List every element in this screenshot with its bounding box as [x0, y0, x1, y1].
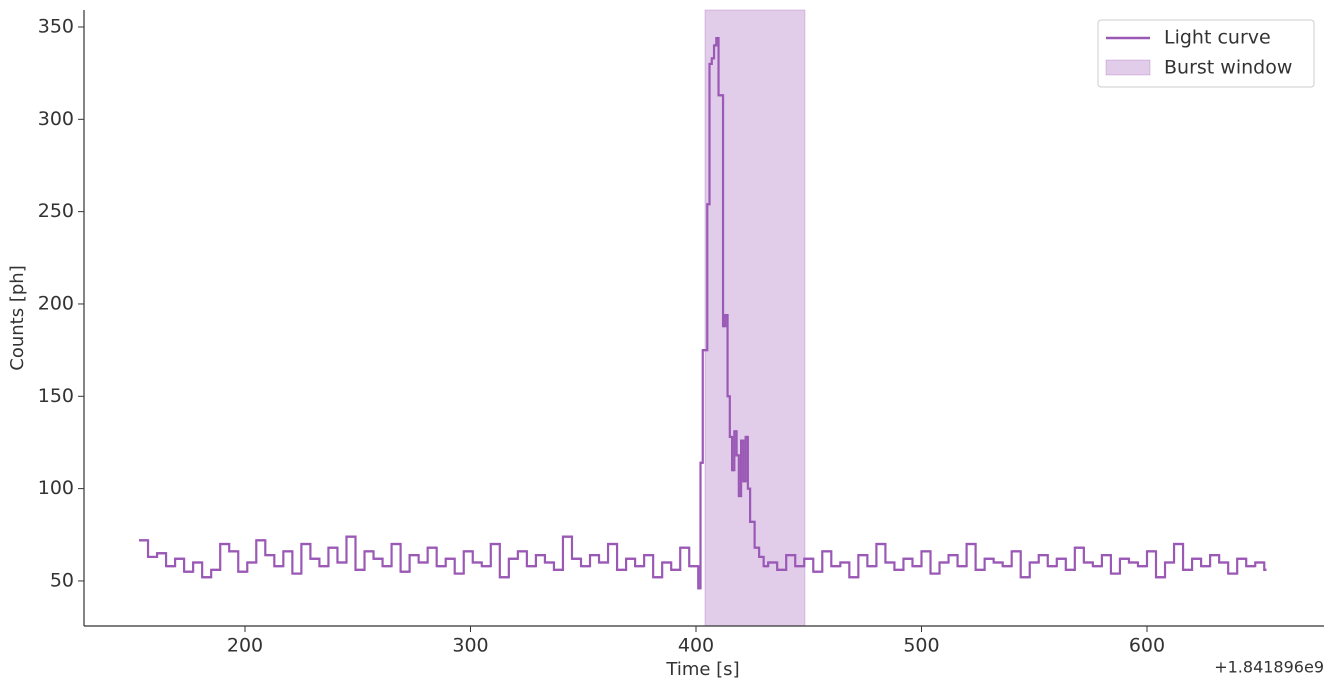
y-axis-label: Counts [ph]	[7, 265, 28, 370]
x-tick-label: 600	[1129, 635, 1165, 657]
legend-patch	[1105, 59, 1151, 76]
y-tick-label: 200	[38, 292, 74, 314]
x-tick-label: 500	[903, 635, 939, 657]
y-tick-label: 300	[38, 108, 74, 130]
x-offset-label: +1.841896e9	[1214, 658, 1324, 677]
legend-label: Light curve	[1164, 27, 1271, 49]
legend-label: Burst window	[1164, 57, 1292, 79]
y-tick-label: 50	[50, 569, 74, 591]
y-tick-label: 350	[38, 15, 74, 37]
x-tick-label: 300	[452, 635, 488, 657]
x-tick-label: 200	[227, 635, 263, 657]
x-tick-label: 400	[678, 635, 714, 657]
y-tick-label: 100	[38, 477, 74, 499]
y-tick-label: 150	[38, 385, 74, 407]
step-connector	[139, 36, 1267, 590]
x-axis-label: Time [s]	[665, 659, 739, 680]
y-tick-label: 250	[38, 200, 74, 222]
legend-box	[1097, 19, 1315, 88]
